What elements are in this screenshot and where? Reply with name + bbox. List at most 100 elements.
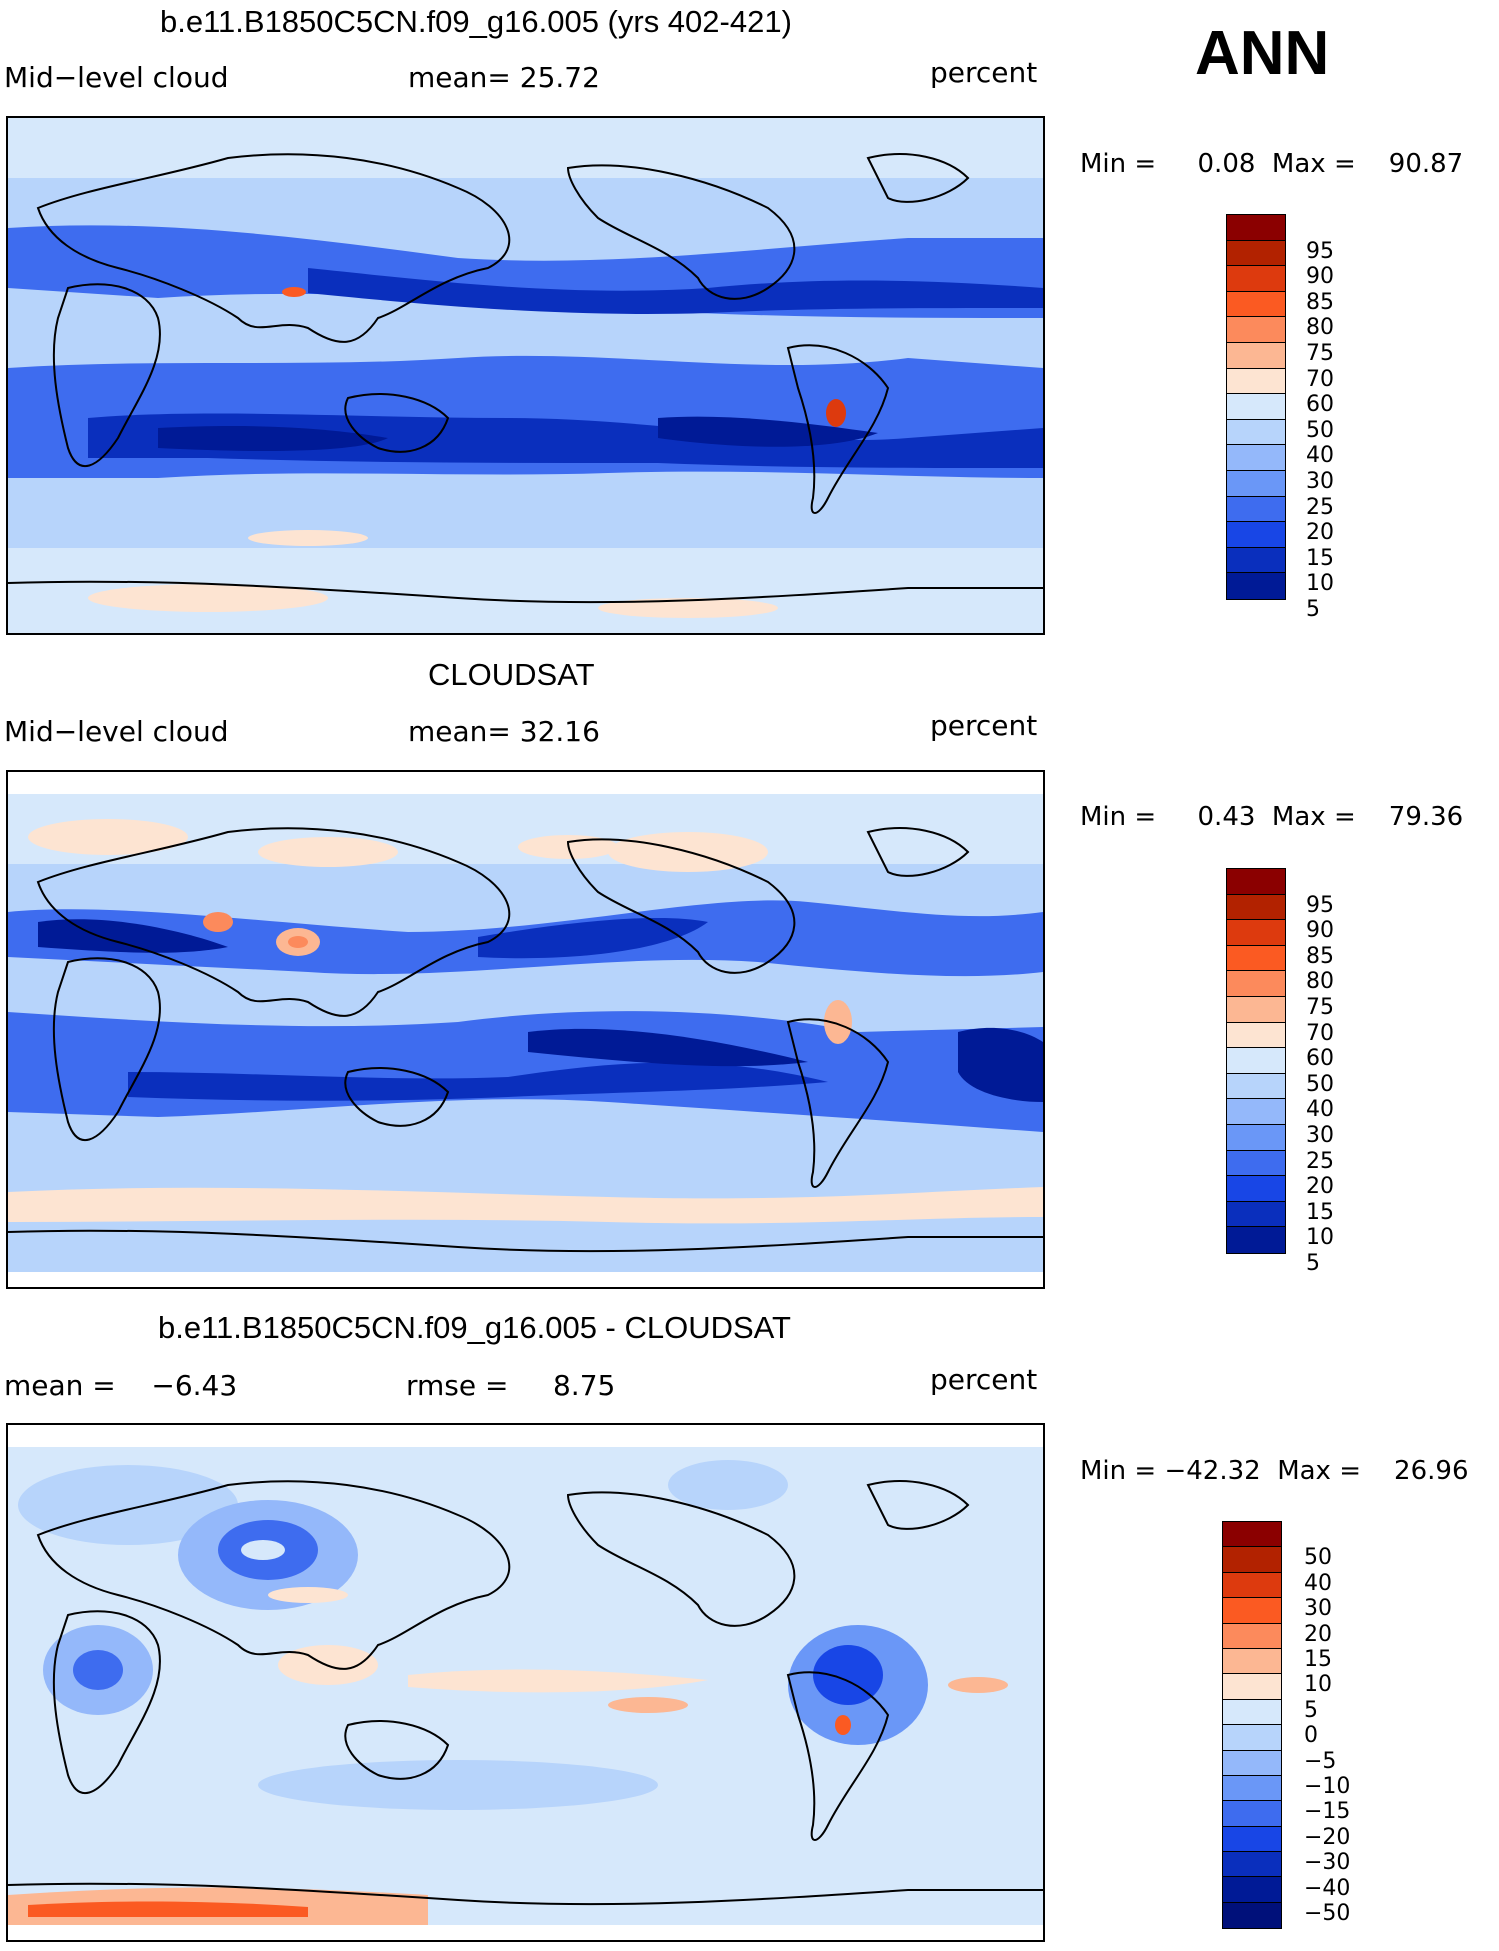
panel-3-title: b.e11.B1850C5CN.f09_g16.005 - CLOUDSAT <box>158 1310 791 1345</box>
colorbar-swatch <box>1227 240 1285 267</box>
panel-3-colorbar-box <box>1222 1521 1282 1930</box>
colorbar-tick-label: 20 <box>1306 1174 1334 1200</box>
colorbar-swatch <box>1227 522 1285 548</box>
colorbar-swatch <box>1227 368 1285 395</box>
colorbar-tick-label: 50 <box>1304 1545 1332 1571</box>
colorbar-tick-label: 75 <box>1306 995 1334 1020</box>
panel-1-map <box>6 116 1045 635</box>
panel-3-map-svg <box>8 1425 1043 1940</box>
colorbar-tick-label: 50 <box>1306 1071 1334 1097</box>
colorbar-swatch <box>1227 419 1285 446</box>
panel-3-mean-label: mean = −6.43 <box>4 1369 238 1402</box>
colorbar-swatch <box>1227 1227 1285 1253</box>
panel-3-map <box>6 1423 1045 1942</box>
panel-1-map-svg <box>8 118 1043 633</box>
colorbar-swatch <box>1227 215 1285 241</box>
panel-2-colorbar <box>1226 868 1286 1254</box>
colorbar-tick-label: 40 <box>1306 1097 1334 1123</box>
colorbar-swatch <box>1227 920 1285 946</box>
colorbar-swatch <box>1227 1176 1285 1202</box>
colorbar-tick-label: 5 <box>1304 1697 1318 1723</box>
colorbar-tick-label: 85 <box>1306 943 1334 969</box>
colorbar-swatch <box>1223 1725 1281 1751</box>
colorbar-tick-label: 10 <box>1306 1225 1334 1251</box>
colorbar-tick-label: 95 <box>1306 238 1334 264</box>
colorbar-swatch <box>1223 1699 1281 1726</box>
colorbar-swatch <box>1227 1022 1285 1049</box>
colorbar-tick-label: 40 <box>1306 443 1334 469</box>
colorbar-tick-label: 95 <box>1306 892 1334 918</box>
colorbar-swatch <box>1223 1750 1281 1776</box>
colorbar-swatch <box>1227 1150 1285 1177</box>
panel-2-units-label: percent <box>930 709 1038 742</box>
colorbar-swatch <box>1223 1522 1281 1548</box>
colorbar-swatch <box>1227 971 1285 997</box>
colorbar-swatch <box>1227 470 1285 497</box>
panel-3-rmse-label: rmse = 8.75 <box>406 1369 616 1402</box>
colorbar-tick-label: 30 <box>1306 469 1334 494</box>
panel-2-mean-label: mean= 32.16 <box>408 715 600 748</box>
colorbar-swatch <box>1227 342 1285 369</box>
colorbar-tick-label: 70 <box>1306 1020 1334 1046</box>
colorbar-swatch <box>1227 945 1285 972</box>
colorbar-tick-label: −5 <box>1304 1748 1337 1774</box>
colorbar-tick-label: −40 <box>1304 1875 1351 1901</box>
panel-1-colorbar-box <box>1226 214 1286 600</box>
colorbar-swatch <box>1223 1902 1281 1929</box>
panel-2-colorbar-box <box>1226 868 1286 1254</box>
colorbar-tick-label: 90 <box>1306 264 1334 290</box>
panel-1-colorbar <box>1226 214 1286 600</box>
colorbar-swatch <box>1223 1674 1281 1700</box>
panel-3-colorbar <box>1222 1521 1282 1930</box>
colorbar-swatch <box>1227 894 1285 921</box>
colorbar-tick-label: 60 <box>1306 1046 1334 1072</box>
colorbar-tick-label: 20 <box>1304 1621 1332 1647</box>
colorbar-swatch <box>1223 1826 1281 1853</box>
colorbar-swatch <box>1227 573 1285 599</box>
panel-2-minmax: Min = 0.43 Max = 79.36 <box>1080 802 1464 832</box>
panel-2-title: CLOUDSAT <box>428 657 595 692</box>
panel-3-minmax: Min = −42.32 Max = 26.96 <box>1080 1456 1469 1486</box>
colorbar-tick-label: −50 <box>1304 1901 1351 1926</box>
colorbar-tick-label: 15 <box>1306 545 1334 571</box>
colorbar-swatch <box>1227 1124 1285 1151</box>
colorbar-swatch <box>1227 869 1285 895</box>
colorbar-swatch <box>1223 1852 1281 1878</box>
panel-2-variable-label: Mid−level cloud <box>4 715 229 748</box>
colorbar-tick-label: 80 <box>1306 969 1334 995</box>
colorbar-tick-label: 20 <box>1306 520 1334 546</box>
panel-1-mean-label: mean= 25.72 <box>408 61 600 94</box>
colorbar-swatch <box>1227 1073 1285 1100</box>
panel-1-title: b.e11.B1850C5CN.f09_g16.005 (yrs 402-421… <box>160 4 792 39</box>
colorbar-tick-label: 60 <box>1306 392 1334 418</box>
panel-3-units-label: percent <box>930 1363 1038 1396</box>
colorbar-tick-label: 80 <box>1306 315 1334 341</box>
colorbar-swatch <box>1227 317 1285 343</box>
colorbar-tick-label: 0 <box>1304 1723 1318 1749</box>
colorbar-swatch <box>1223 1648 1281 1675</box>
colorbar-swatch <box>1223 1775 1281 1802</box>
colorbar-tick-label: 5 <box>1306 597 1320 622</box>
colorbar-tick-label: 25 <box>1306 494 1334 520</box>
colorbar-swatch <box>1227 291 1285 318</box>
colorbar-swatch <box>1227 394 1285 420</box>
colorbar-swatch <box>1223 1877 1281 1903</box>
colorbar-tick-label: −10 <box>1304 1774 1351 1799</box>
panel-1-units-label: percent <box>930 56 1038 89</box>
colorbar-tick-label: 30 <box>1304 1596 1332 1622</box>
colorbar-swatch <box>1227 996 1285 1023</box>
colorbar-tick-label: 10 <box>1304 1672 1332 1698</box>
colorbar-swatch <box>1227 547 1285 574</box>
colorbar-swatch <box>1223 1623 1281 1649</box>
colorbar-tick-label: 30 <box>1306 1123 1334 1148</box>
colorbar-tick-label: 10 <box>1306 571 1334 597</box>
colorbar-tick-label: 90 <box>1306 918 1334 944</box>
colorbar-tick-label: 85 <box>1306 289 1334 315</box>
colorbar-swatch <box>1227 1048 1285 1074</box>
panel-2-map-svg <box>8 772 1043 1287</box>
panel-1-variable-label: Mid−level cloud <box>4 61 229 94</box>
colorbar-tick-label: −20 <box>1304 1824 1351 1850</box>
panel-2-map <box>6 770 1045 1289</box>
colorbar-tick-label: 25 <box>1306 1148 1334 1174</box>
colorbar-swatch <box>1227 1099 1285 1125</box>
